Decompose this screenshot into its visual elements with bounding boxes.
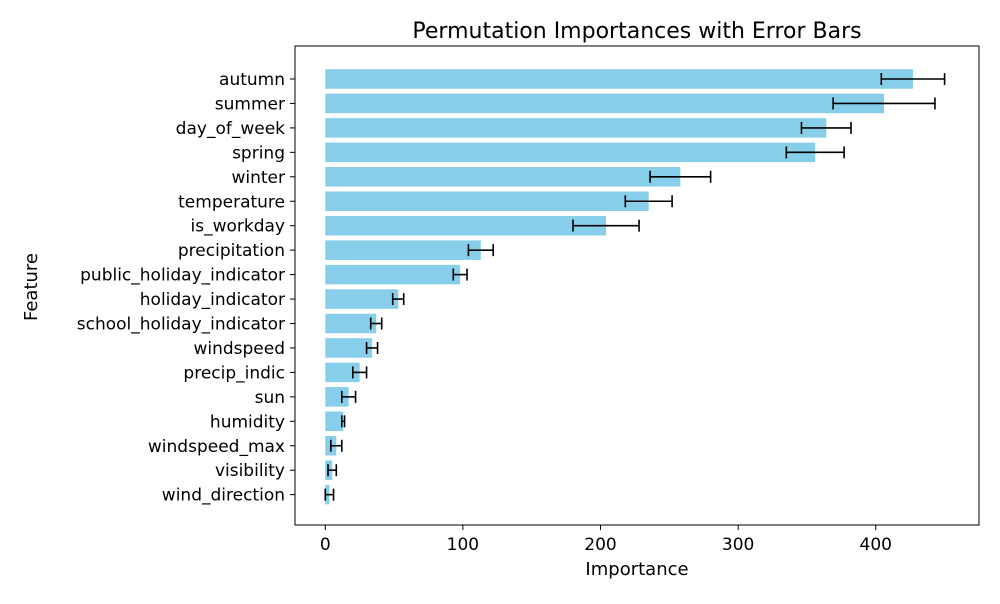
error-bar-is_workday xyxy=(572,219,640,232)
x-tick-label: 200 xyxy=(584,535,616,555)
y-tick-label: visibility xyxy=(215,461,285,481)
bars-layer xyxy=(325,69,913,505)
error-bar-wind_direction xyxy=(324,488,335,501)
bar-sun xyxy=(325,387,349,407)
bar-is_workday xyxy=(325,215,607,236)
bar-windspeed xyxy=(325,338,373,358)
error-bar-winter xyxy=(649,170,712,183)
error-bar-temperature xyxy=(624,195,673,208)
error-bar-windspeed xyxy=(365,341,379,354)
y-tick-label: holiday_indicator xyxy=(140,290,285,310)
error-bar-visibility xyxy=(327,464,338,477)
error-bar-spring xyxy=(785,146,845,159)
bar-spring xyxy=(325,142,816,163)
error-bar-holiday_indicator xyxy=(391,293,405,306)
bar-day_of_week xyxy=(325,118,827,138)
bar-precipitation xyxy=(325,240,481,260)
x-tick-label: 300 xyxy=(722,535,754,555)
error-bar-sun xyxy=(340,390,357,403)
error-bar-autumn xyxy=(880,73,946,85)
error-bar-humidity xyxy=(340,415,346,428)
y-tick-label: day_of_week xyxy=(176,119,285,139)
y-tick-label: is_workday xyxy=(191,217,286,237)
y-tick-label: autumn xyxy=(219,70,285,90)
y-tick-label: temperature xyxy=(178,192,285,212)
error-bar-school_holiday_indicator xyxy=(369,317,383,330)
y-tick-label: precipitation xyxy=(178,241,285,261)
y-tick-label: windspeed xyxy=(193,339,285,359)
error-bar-public_holiday_indicator xyxy=(452,268,468,281)
x-axis-label: Importance xyxy=(585,559,688,580)
x-tick-label: 0 xyxy=(320,535,331,555)
y-axis-label: Feature xyxy=(21,253,42,321)
x-tick-label: 400 xyxy=(860,535,892,555)
y-tick-label: spring xyxy=(232,143,285,163)
y-tick-label: humidity xyxy=(210,412,285,432)
bar-holiday_indicator xyxy=(325,289,399,309)
y-tick-label: public_holiday_indicator xyxy=(80,266,285,286)
y-tick-label: sun xyxy=(255,388,285,408)
error-bar-precipitation xyxy=(467,244,494,257)
plot-frame xyxy=(294,45,980,526)
bar-precip_indic xyxy=(325,362,360,383)
x-tick-label: 100 xyxy=(447,535,479,555)
error-bar-precip_indic xyxy=(352,366,368,379)
bar-temperature xyxy=(325,191,649,211)
bar-summer xyxy=(325,93,885,114)
y-tick-label: precip_indic xyxy=(183,363,285,383)
bar-humidity xyxy=(325,411,344,432)
error-bar-summer xyxy=(832,97,936,110)
y-tick-label: summer xyxy=(215,94,285,114)
y-tick-label: school_holiday_indicator xyxy=(77,315,285,335)
error-bar-windspeed_max xyxy=(329,439,343,452)
bar-winter xyxy=(325,167,681,187)
y-tick-label: wind_direction xyxy=(162,486,285,506)
error-bar-day_of_week xyxy=(800,121,852,134)
y-tick-label: windspeed_max xyxy=(148,437,285,457)
x-axis-ticks: 0 100 200 300 400 xyxy=(320,525,892,555)
bar-public_holiday_indicator xyxy=(325,264,461,285)
bar-autumn xyxy=(325,69,913,89)
error-bars-layer xyxy=(324,73,946,501)
y-tick-label: winter xyxy=(231,168,285,188)
chart-title: Permutation Importances with Error Bars xyxy=(412,19,861,44)
bar-school_holiday_indicator xyxy=(325,313,377,334)
